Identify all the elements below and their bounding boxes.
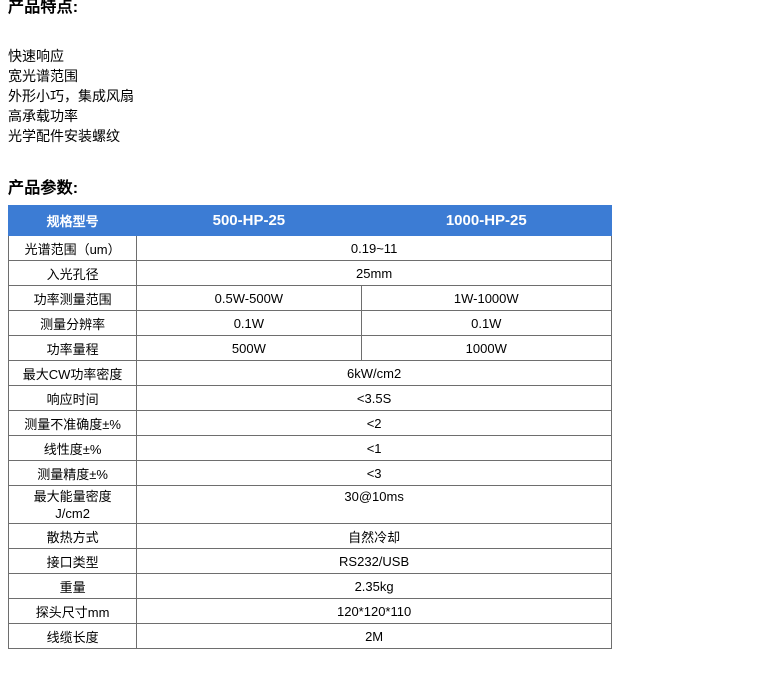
row-value: 6kW/cm2 (136, 360, 612, 386)
table-row: 测量精度±% <3 (7, 460, 612, 486)
table-row: 散热方式 自然冷却 (7, 523, 612, 549)
row-value: RS232/USB (136, 548, 612, 574)
row-label: 散热方式 (7, 523, 138, 549)
row-label-line-2: J/cm2 (55, 505, 90, 521)
row-value-model-a: 0.1W (136, 310, 362, 336)
row-value-model-b: 1000W (360, 335, 613, 361)
row-value: 25mm (136, 260, 612, 286)
row-label: 响应时间 (7, 385, 138, 411)
row-label: 最大能量密度 J/cm2 (7, 485, 138, 524)
table-row: 响应时间 <3.5S (7, 385, 612, 411)
table-header-spec-model: 规格型号 (7, 205, 138, 236)
row-value: 2.35kg (136, 573, 612, 599)
table-row: 最大CW功率密度 6kW/cm2 (7, 360, 612, 386)
list-item: 外形小巧，集成风扇 (8, 88, 134, 104)
row-value: 自然冷却 (136, 523, 612, 549)
row-label: 测量分辨率 (7, 310, 138, 336)
row-label: 接口类型 (7, 548, 138, 574)
table-row: 最大能量密度 J/cm2 30@10ms (7, 485, 612, 524)
table-row: 光谱范围（um） 0.19~11 (7, 235, 612, 261)
table-header-row: 规格型号 500-HP-25 1000-HP-25 (7, 205, 613, 236)
product-features-heading: 产品特点: (8, 0, 79, 16)
row-value: 2M (136, 623, 612, 649)
table-row: 测量分辨率 0.1W 0.1W (7, 310, 613, 336)
row-label: 线缆长度 (7, 623, 138, 649)
row-value-model-b: 0.1W (360, 310, 613, 336)
row-value-model-a: 0.5W-500W (136, 285, 362, 311)
row-label: 入光孔径 (7, 260, 138, 286)
row-value: <3.5S (136, 385, 612, 411)
row-label: 功率测量范围 (7, 285, 138, 311)
product-parameters-heading: 产品参数: (8, 180, 79, 197)
row-value: <1 (136, 435, 612, 461)
row-label: 光谱范围（um） (7, 235, 138, 261)
row-value: 0.19~11 (136, 235, 612, 261)
list-item: 宽光谱范围 (8, 68, 78, 84)
table-row: 功率测量范围 0.5W-500W 1W-1000W (7, 285, 613, 311)
table-row: 入光孔径 25mm (7, 260, 612, 286)
row-value-model-a: 500W (136, 335, 362, 361)
table-row: 线性度±% <1 (7, 435, 612, 461)
list-item: 高承载功率 (8, 108, 78, 124)
row-value: 30@10ms (136, 485, 612, 524)
table-row: 线缆长度 2M (7, 623, 612, 649)
table-row: 接口类型 RS232/USB (7, 548, 612, 574)
row-value-model-b: 1W-1000W (360, 285, 613, 311)
row-value: <3 (136, 460, 612, 486)
table-header-model-a: 500-HP-25 (136, 205, 362, 236)
row-label-line-1: 最大能量密度 (33, 488, 112, 504)
row-value: <2 (136, 410, 612, 436)
table-header-model-b: 1000-HP-25 (360, 205, 613, 236)
row-label: 测量精度±% (7, 460, 138, 486)
product-features-list: 快速响应 宽光谱范围 外形小巧，集成风扇 高承载功率 光学配件安装螺纹 (8, 46, 134, 146)
row-label: 功率量程 (7, 335, 138, 361)
row-label: 探头尺寸mm (7, 598, 138, 624)
list-item: 光学配件安装螺纹 (8, 128, 120, 144)
row-label: 最大CW功率密度 (7, 360, 138, 386)
list-item: 快速响应 (8, 48, 64, 64)
table-row: 测量不准确度±% <2 (7, 410, 612, 436)
product-parameters-table: 规格型号 500-HP-25 1000-HP-25 光谱范围（um） 0.19~… (7, 205, 613, 649)
table-row: 探头尺寸mm 120*120*110 (7, 598, 612, 624)
row-value: 120*120*110 (136, 598, 612, 624)
row-label: 线性度±% (7, 435, 138, 461)
table-row: 重量 2.35kg (7, 573, 612, 599)
table-row: 功率量程 500W 1000W (7, 335, 613, 361)
row-label: 重量 (7, 573, 138, 599)
table-body: 光谱范围（um） 0.19~11 入光孔径 25mm 功率测量范围 0.5W-5… (7, 235, 613, 649)
row-label: 测量不准确度±% (7, 410, 138, 436)
